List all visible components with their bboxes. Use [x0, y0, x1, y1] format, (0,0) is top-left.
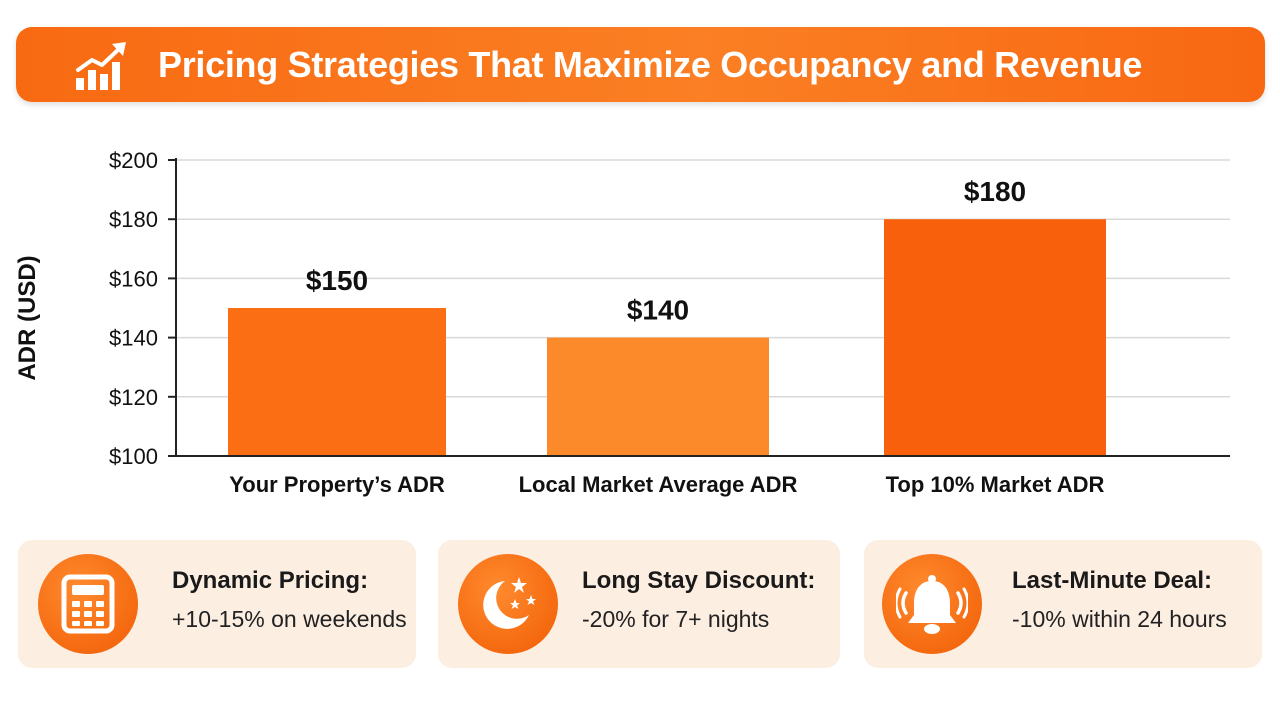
category-label: Top 10% Market ADR [886, 472, 1105, 497]
strategy-title: Last-Minute Deal: [1012, 567, 1213, 594]
strategy-detail: -10% within 24 hours [1012, 606, 1227, 632]
category-label: Your Property’s ADR [229, 472, 445, 497]
y-tick-labels: $100 $120 $140 $160 $180 $200 [109, 148, 176, 469]
value-label: $150 [306, 265, 368, 296]
y-tick-label: $160 [109, 266, 158, 291]
moon-stars-icon [458, 554, 558, 654]
category-labels: Your Property’s ADR Local Market Average … [229, 472, 1104, 497]
y-tick-label: $180 [109, 207, 158, 232]
bar [547, 337, 769, 456]
strategy-title: Dynamic Pricing: [172, 567, 369, 594]
strategy-card-last-minute: Last-Minute Deal: -10% within 24 hours [864, 540, 1262, 668]
value-label: $180 [964, 176, 1026, 207]
category-label: Local Market Average ADR [519, 472, 798, 497]
strategy-title: Long Stay Discount: [582, 567, 816, 594]
strategy-detail: +10-15% on weekends [172, 606, 407, 632]
strategy-card-dynamic-pricing: Dynamic Pricing: +10-15% on weekends [18, 540, 416, 668]
bar [228, 308, 446, 456]
strategy-card-long-stay: Long Stay Discount: -20% for 7+ nights [438, 540, 840, 668]
y-tick-label: $140 [109, 326, 158, 351]
adr-bar-chart: $100 $120 $140 $160 $180 $200 $150 $140 $180 Yo… [109, 148, 1230, 497]
bars [228, 219, 1106, 456]
strategy-detail: -20% for 7+ nights [582, 606, 770, 632]
bar [884, 219, 1106, 456]
title-banner: Pricing Strategies That Maximize Occupan… [16, 27, 1265, 102]
calculator-icon [38, 554, 138, 654]
bell-icon [882, 554, 982, 654]
value-label: $140 [627, 295, 689, 326]
value-labels: $150 $140 $180 [306, 176, 1026, 325]
y-tick-label: $120 [109, 385, 158, 410]
y-axis-title: ADR (USD) [14, 255, 41, 381]
growth-chart-icon [76, 42, 126, 90]
y-tick-label: $100 [109, 444, 158, 469]
y-tick-label: $200 [109, 148, 158, 173]
page-title: Pricing Strategies That Maximize Occupan… [158, 44, 1143, 85]
